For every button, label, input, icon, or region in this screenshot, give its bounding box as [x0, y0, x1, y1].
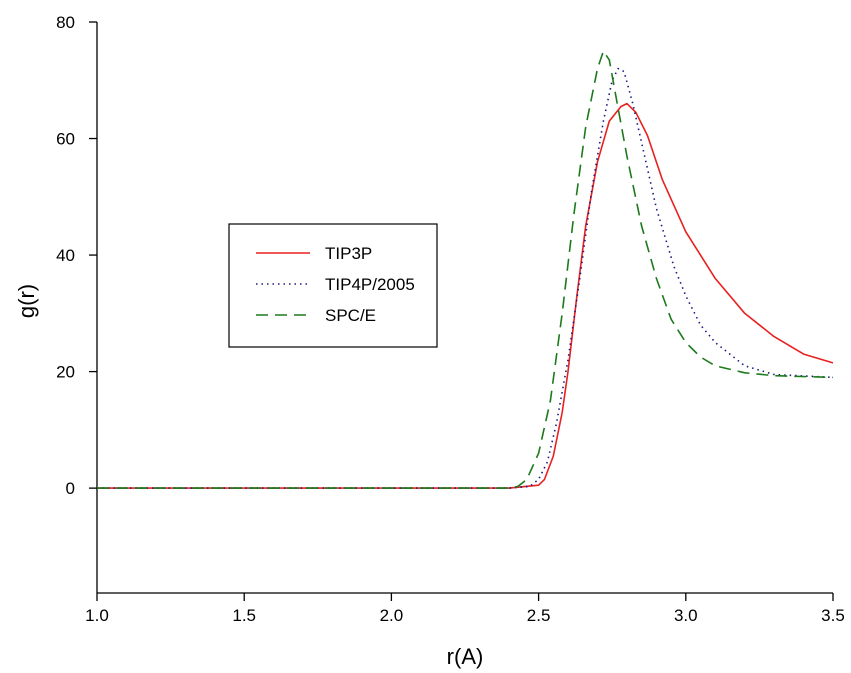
- x-axis-ticks: 1.0 1.5 2.0 2.5 3.0 3.5: [85, 593, 845, 625]
- x-tick-label: 2.0: [380, 606, 404, 625]
- series-line-spc-e: [97, 50, 834, 489]
- x-tick-label: 2.5: [527, 606, 551, 625]
- legend: TIP3P TIP4P/2005 SPC/E: [228, 223, 438, 348]
- legend-label: SPC/E: [325, 306, 376, 325]
- legend-label: TIP3P: [325, 244, 372, 263]
- y-tick-label: 80: [56, 13, 75, 32]
- x-tick-label: 1.5: [232, 606, 256, 625]
- x-tick-label: 1.0: [85, 606, 109, 625]
- legend-label: TIP4P/2005: [325, 275, 415, 294]
- y-tick-label: 0: [66, 479, 75, 498]
- x-tick-label: 3.0: [674, 606, 698, 625]
- x-axis-title: r(A): [447, 644, 484, 669]
- series-line-tip3p: [97, 102, 834, 489]
- series-line-tip4p-2005: [97, 67, 834, 489]
- y-axis-title: g(r): [14, 284, 39, 318]
- plot-area: [96, 22, 834, 594]
- x-tick-label: 3.5: [821, 606, 845, 625]
- y-tick-label: 20: [56, 363, 75, 382]
- legend-box: [228, 223, 438, 348]
- y-tick-label: 40: [56, 246, 75, 265]
- y-tick-label: 60: [56, 130, 75, 149]
- y-axis-ticks: 0 20 40 60 80: [56, 13, 97, 498]
